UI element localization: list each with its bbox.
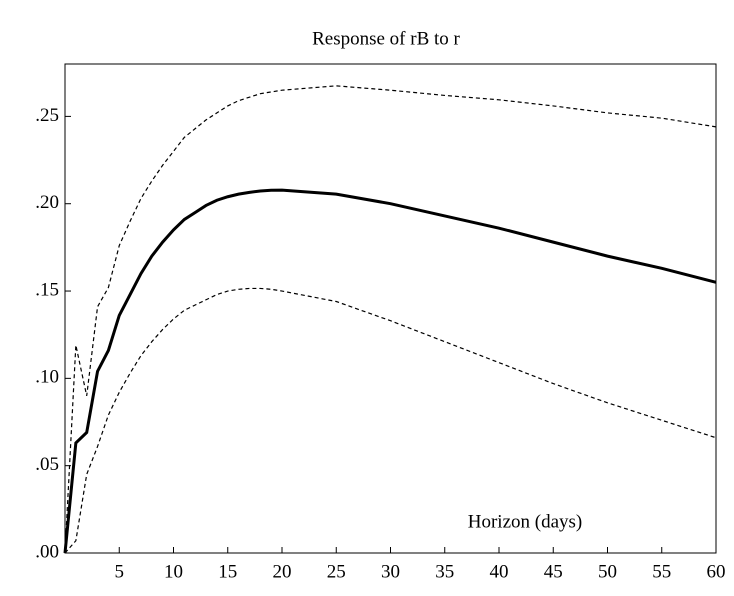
- y-tick-label: .10: [35, 367, 59, 388]
- x-tick-label: 50: [598, 561, 617, 582]
- chart-title: Response of rB to r: [312, 28, 460, 49]
- x-tick-label: 35: [435, 561, 454, 582]
- x-tick-label: 60: [707, 561, 726, 582]
- x-tick-label: 55: [652, 561, 671, 582]
- axis-annotation: Horizon (days): [468, 511, 583, 532]
- x-tick-label: 20: [273, 561, 292, 582]
- x-tick-label: 40: [490, 561, 509, 582]
- y-tick-label: .15: [35, 279, 59, 300]
- y-tick-label: .20: [35, 192, 59, 213]
- x-tick-label: 15: [218, 561, 237, 582]
- response-line: [63, 188, 717, 554]
- confidence-band-line: [64, 287, 717, 554]
- x-tick-label: 5: [115, 561, 125, 582]
- y-tick-label: .00: [35, 541, 59, 562]
- x-tick-label: 30: [381, 561, 400, 582]
- y-tick-label: .05: [35, 454, 59, 475]
- x-tick-label: 25: [327, 561, 346, 582]
- confidence-band-line: [64, 85, 717, 554]
- x-tick-label: 10: [164, 561, 183, 582]
- x-tick-label: 45: [544, 561, 563, 582]
- plot-frame: [64, 63, 717, 554]
- y-tick-label: .25: [35, 105, 59, 126]
